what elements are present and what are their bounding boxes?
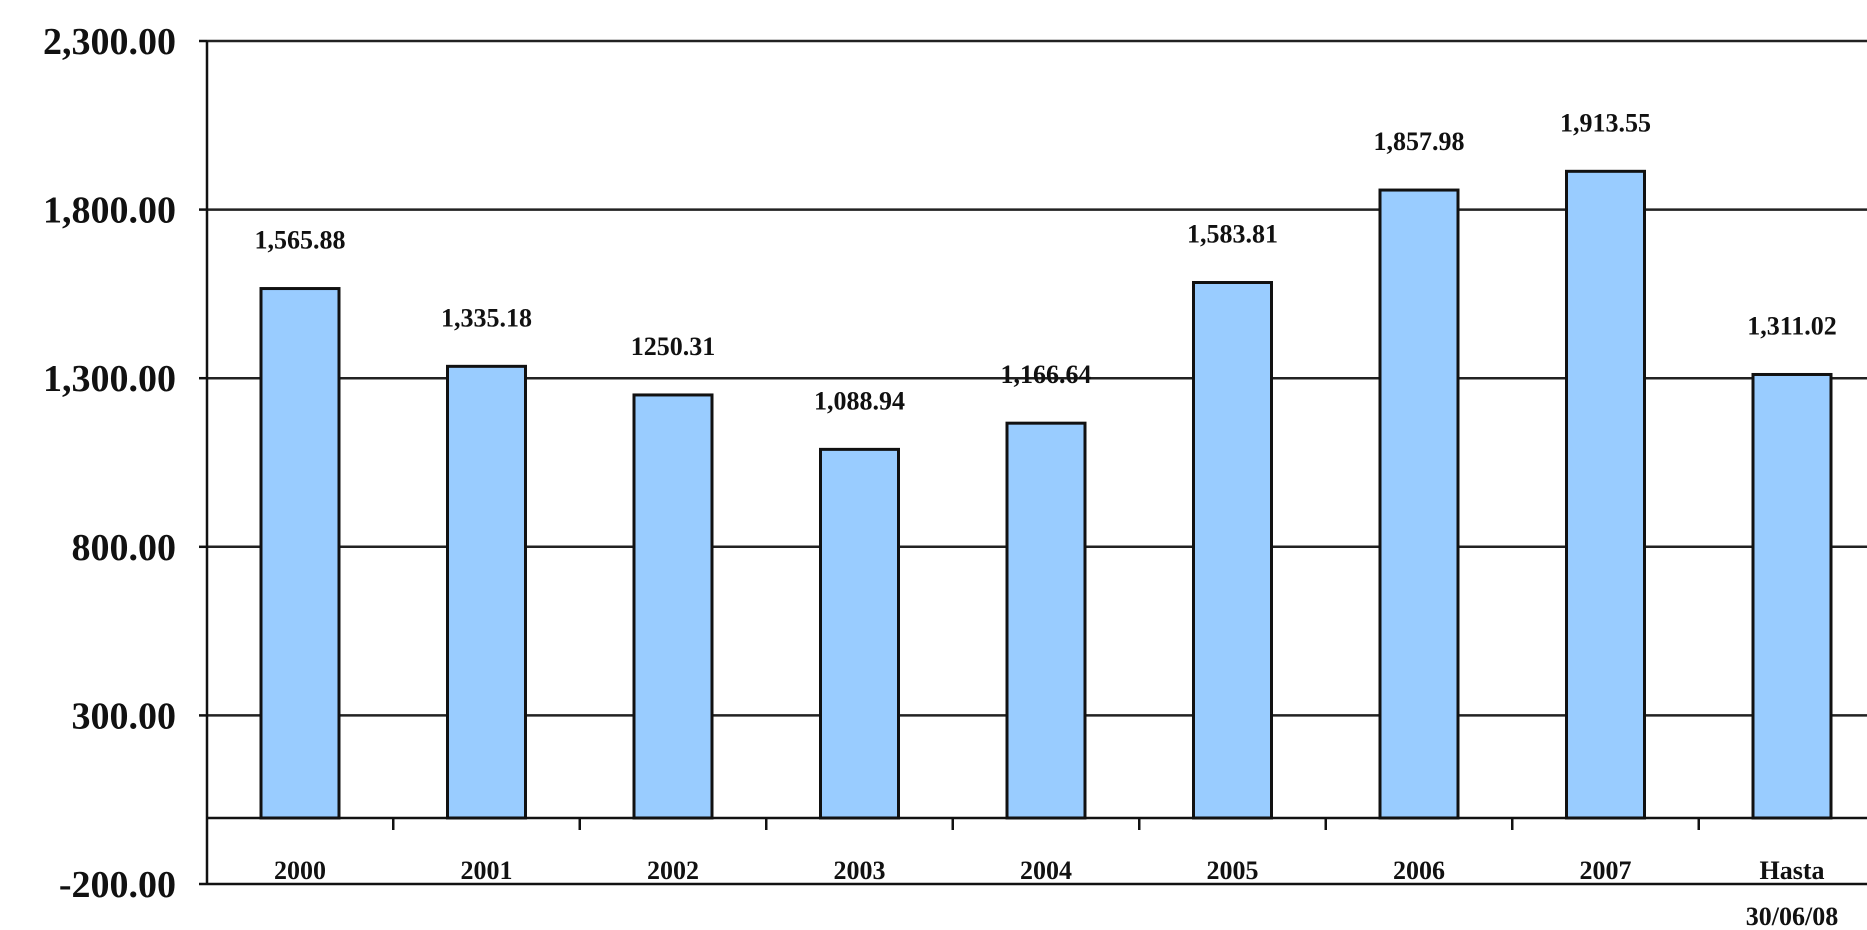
- x-tick-label: 2000: [274, 856, 326, 885]
- bar: [632, 393, 714, 820]
- data-label: 1,565.88: [255, 226, 346, 255]
- x-tick-label: 2001: [461, 856, 513, 885]
- bar: [1565, 169, 1646, 820]
- x-tick-sublabel: 30/06/08: [1746, 902, 1838, 930]
- x-tick-label: 2004: [1020, 856, 1072, 885]
- labels: -200.00 300.00 800.00 1,300.00 1,800.00 2,300…: [43, 21, 1838, 930]
- y-tick-label: 300.00: [72, 695, 177, 737]
- y-tick-label: 1,800.00: [43, 190, 176, 232]
- x-tick-label: 2007: [1580, 856, 1632, 885]
- bar: [1005, 421, 1087, 820]
- data-label: 1,088.94: [814, 386, 905, 415]
- y-tick-label: 1,300.00: [43, 358, 176, 400]
- data-label: 1,335.18: [441, 303, 532, 332]
- data-label: 1,583.81: [1187, 219, 1278, 248]
- bars: [259, 169, 1833, 820]
- x-tick-label: 2003: [834, 856, 886, 885]
- data-label: 1,857.98: [1374, 127, 1465, 156]
- x-tick-label: 2002: [647, 856, 699, 885]
- data-label: 1,311.02: [1747, 311, 1837, 340]
- data-label: 1250.31: [631, 332, 716, 361]
- bar: [1751, 372, 1833, 820]
- bar: [259, 287, 341, 820]
- bar: [1378, 188, 1460, 820]
- x-tick-label: Hasta: [1760, 856, 1825, 885]
- axes: [199, 39, 1867, 886]
- data-label: 1,913.55: [1560, 108, 1651, 137]
- data-label: 1,166.64: [1001, 360, 1092, 389]
- bar: [446, 364, 527, 820]
- y-tick-label: 2,300.00: [43, 21, 176, 63]
- y-tick-label: 800.00: [72, 527, 177, 569]
- x-tick-label: 2006: [1393, 856, 1445, 885]
- bar: [819, 447, 900, 820]
- y-tick-label: -200.00: [59, 864, 176, 906]
- bar: [1192, 280, 1273, 820]
- x-tick-label: 2005: [1207, 856, 1259, 885]
